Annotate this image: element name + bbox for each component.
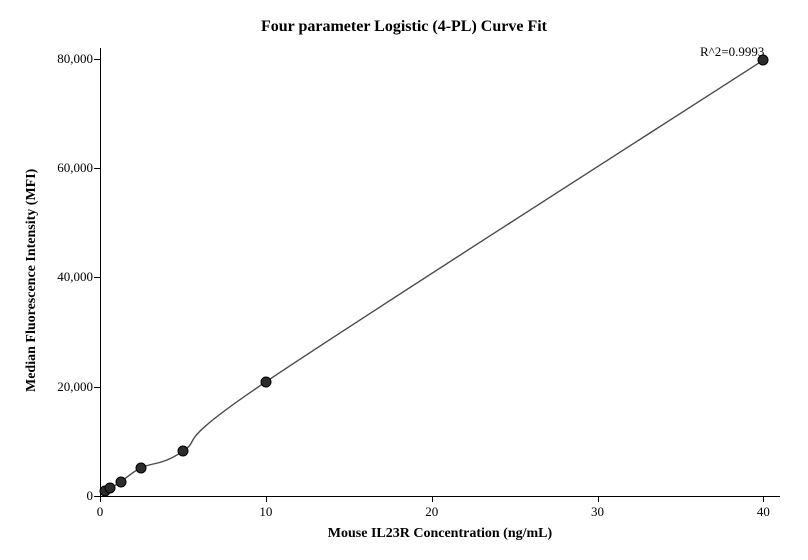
y-tick-label: 0 (38, 488, 93, 504)
x-tick-mark (432, 496, 433, 502)
data-point (115, 476, 126, 487)
data-point (260, 376, 271, 387)
data-point (758, 55, 769, 66)
y-tick-label: 40,000 (38, 269, 93, 285)
x-tick-mark (763, 496, 764, 502)
r-squared-annotation: R^2=0.9993 (700, 44, 764, 60)
chart-container: Four parameter Logistic (4-PL) Curve Fit… (0, 0, 808, 560)
y-tick-label: 60,000 (38, 160, 93, 176)
x-tick-mark (100, 496, 101, 502)
data-point (177, 446, 188, 457)
x-axis-line (100, 496, 780, 497)
x-tick-label: 20 (412, 504, 452, 520)
chart-title: Four parameter Logistic (4-PL) Curve Fit (0, 18, 808, 36)
x-tick-mark (598, 496, 599, 502)
y-tick-label: 80,000 (38, 51, 93, 67)
x-tick-label: 30 (578, 504, 618, 520)
y-tick-label: 20,000 (38, 379, 93, 395)
data-point (136, 462, 147, 473)
x-tick-label: 40 (743, 504, 783, 520)
x-tick-label: 0 (80, 504, 120, 520)
y-axis-line (100, 48, 101, 496)
y-tick-mark (94, 168, 100, 169)
y-tick-mark (94, 387, 100, 388)
x-tick-mark (266, 496, 267, 502)
x-axis-label: Mouse IL23R Concentration (ng/mL) (100, 526, 780, 542)
data-point (105, 483, 116, 494)
y-tick-mark (94, 59, 100, 60)
x-tick-label: 10 (246, 504, 286, 520)
y-tick-mark (94, 277, 100, 278)
fit-curve-path (105, 60, 763, 491)
